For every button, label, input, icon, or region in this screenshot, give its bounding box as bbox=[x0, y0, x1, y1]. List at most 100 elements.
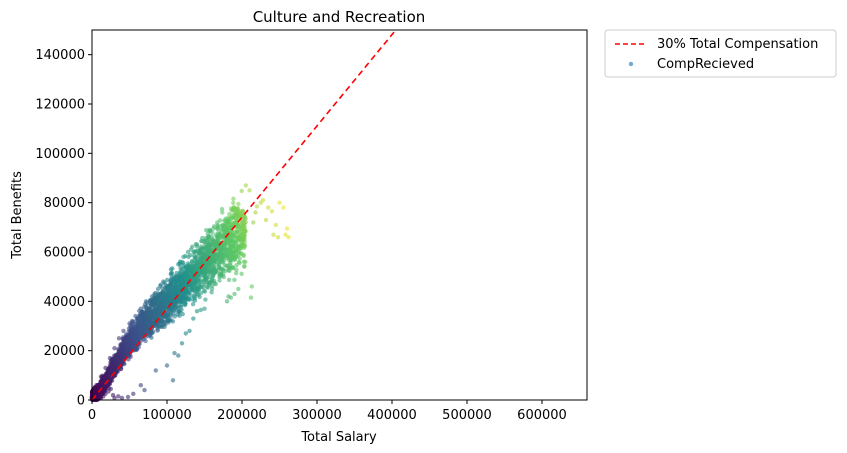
scatter-point bbox=[208, 261, 213, 267]
scatter-point bbox=[135, 324, 141, 329]
scatter-point bbox=[184, 289, 190, 295]
y-tick-label: 140000 bbox=[35, 48, 85, 63]
scatter-point bbox=[239, 209, 244, 214]
scatter-point bbox=[149, 330, 155, 336]
scatter-point bbox=[161, 279, 166, 284]
scatter-point bbox=[221, 267, 226, 272]
scatter-point bbox=[138, 383, 143, 388]
scatter-point bbox=[190, 297, 195, 302]
scatter-point bbox=[232, 291, 237, 297]
scatter-point bbox=[219, 253, 224, 258]
scatter-point bbox=[176, 353, 181, 358]
scatter-point bbox=[277, 200, 282, 205]
scatter-point bbox=[233, 240, 239, 246]
scatter-point bbox=[113, 370, 119, 376]
scatter-point bbox=[213, 232, 218, 237]
scatter-point bbox=[215, 226, 220, 232]
scatter-point bbox=[248, 295, 254, 300]
scatter-point bbox=[212, 224, 217, 229]
scatter-point bbox=[179, 267, 184, 272]
scatter-point bbox=[137, 335, 143, 341]
scatter-point bbox=[213, 268, 218, 274]
scatter-point bbox=[242, 244, 247, 249]
scatter-point bbox=[194, 309, 200, 314]
scatter-point bbox=[174, 304, 179, 310]
scatter-point bbox=[172, 276, 177, 281]
scatter-point bbox=[249, 284, 254, 289]
scatter-point bbox=[154, 311, 159, 317]
scatter-point bbox=[269, 209, 275, 214]
y-tick-label: 20000 bbox=[44, 344, 85, 359]
scatter-point bbox=[220, 210, 225, 215]
scatter-point bbox=[154, 306, 159, 312]
scatter-point bbox=[223, 219, 228, 224]
scatter-point bbox=[138, 328, 143, 333]
scatter-point bbox=[260, 198, 266, 203]
scatter-point bbox=[118, 349, 123, 354]
scatter-point bbox=[98, 374, 104, 379]
y-tick-label: 40000 bbox=[44, 295, 85, 310]
scatter-point bbox=[155, 286, 161, 292]
scatter-point bbox=[197, 294, 202, 300]
scatter-point bbox=[143, 313, 148, 318]
scatter-point bbox=[218, 231, 223, 236]
scatter-point bbox=[179, 341, 185, 346]
scatter-point bbox=[112, 359, 117, 364]
scatter-point bbox=[229, 220, 234, 225]
scatter-point bbox=[281, 205, 286, 210]
scatter-point bbox=[131, 328, 137, 333]
scatter-point bbox=[163, 297, 168, 303]
scatter-point bbox=[213, 281, 218, 287]
scatter-point bbox=[173, 300, 178, 305]
scatter-point bbox=[219, 235, 225, 241]
scatter-point bbox=[155, 324, 160, 329]
scatter-point bbox=[179, 302, 184, 308]
scatter-point bbox=[206, 235, 211, 240]
scatter-point bbox=[228, 206, 234, 211]
scatter-point bbox=[160, 286, 165, 291]
scatter-point bbox=[199, 257, 205, 262]
chart-title: Culture and Recreation bbox=[253, 8, 426, 26]
scatter-point bbox=[144, 308, 149, 313]
scatter-point bbox=[170, 319, 176, 324]
legend: 30% Total Compensation CompRecieved bbox=[604, 29, 837, 78]
scatter-point bbox=[183, 295, 188, 300]
scatter-point bbox=[200, 248, 205, 253]
scatter-point bbox=[198, 290, 204, 296]
scatter-point bbox=[217, 278, 222, 283]
scatter-point bbox=[129, 339, 134, 345]
scatter-point bbox=[159, 322, 164, 328]
scatter-point bbox=[160, 292, 166, 297]
scatter-point bbox=[226, 265, 232, 271]
scatter-point bbox=[209, 265, 214, 270]
scatter-point bbox=[242, 264, 247, 269]
scatter-point bbox=[202, 306, 207, 311]
scatter-point bbox=[242, 228, 248, 233]
scatter-point bbox=[170, 378, 176, 383]
scatter-point bbox=[188, 247, 194, 252]
scatter-point bbox=[224, 255, 229, 261]
scatter-point bbox=[162, 324, 167, 330]
scatter-point bbox=[187, 266, 192, 272]
scatter-point bbox=[145, 321, 150, 326]
scatter-point bbox=[149, 294, 155, 299]
scatter-point bbox=[243, 183, 248, 188]
scatter-point bbox=[236, 286, 241, 292]
scatter-point bbox=[275, 235, 281, 240]
x-tick-label: 500000 bbox=[442, 408, 492, 423]
scatter-point bbox=[237, 256, 242, 261]
scatter-point bbox=[109, 362, 114, 367]
scatter-point bbox=[189, 259, 195, 264]
scatter-point bbox=[170, 266, 175, 271]
scatter-point bbox=[107, 371, 112, 377]
scatter-point bbox=[153, 368, 158, 373]
x-tick-label: 400000 bbox=[367, 408, 417, 423]
scatter-point bbox=[213, 243, 218, 248]
scatter-point bbox=[167, 296, 173, 302]
scatter-point bbox=[194, 242, 200, 247]
scatter-point bbox=[219, 244, 225, 250]
scatter-point bbox=[172, 350, 177, 356]
x-tick-label: 300000 bbox=[292, 408, 342, 423]
scatter-point bbox=[95, 383, 101, 388]
scatter-point bbox=[283, 232, 288, 237]
